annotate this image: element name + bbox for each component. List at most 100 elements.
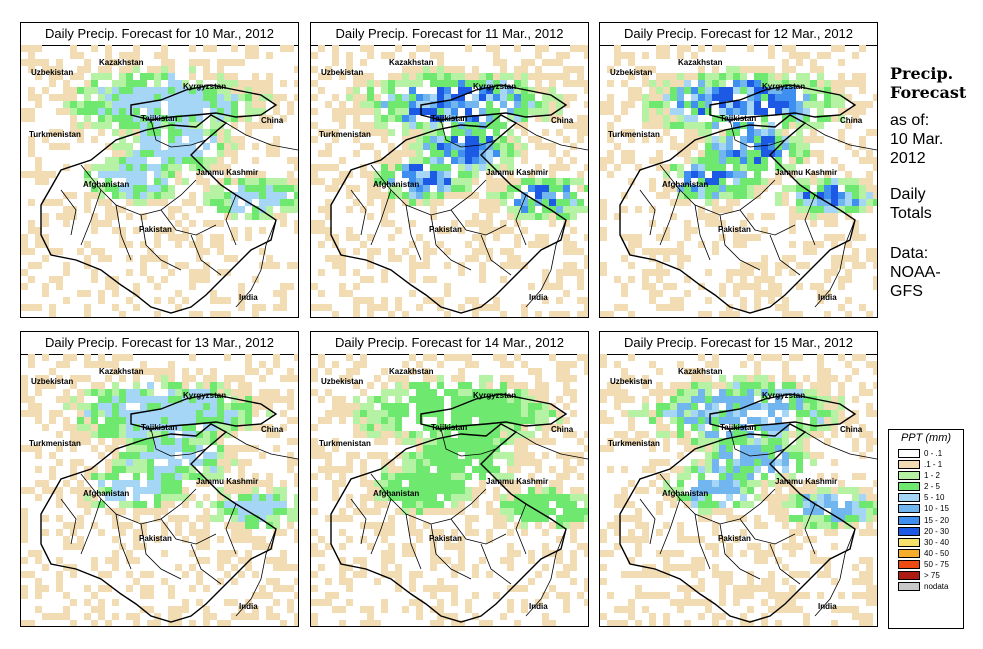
precip-cell (549, 80, 556, 87)
precip-cell (521, 311, 528, 317)
precip-cell (740, 620, 747, 626)
precip-cell (852, 592, 859, 599)
precip-cell (273, 199, 280, 206)
precip-cell (259, 480, 266, 487)
precip-cell (733, 480, 740, 487)
precip-cell (217, 248, 224, 255)
precip-cell (196, 459, 203, 466)
precip-cell (224, 255, 231, 262)
precip-cell (838, 87, 845, 94)
precip-cell (238, 466, 245, 473)
precip-cell (339, 480, 346, 487)
precip-cell (782, 403, 789, 410)
precip-cell (458, 459, 465, 466)
precip-cell (712, 522, 719, 529)
precip-cell (311, 227, 318, 234)
precip-cell (733, 73, 740, 80)
precip-cell (196, 480, 203, 487)
precip-cell (458, 480, 465, 487)
precip-cell (607, 157, 614, 164)
precip-cell (367, 620, 374, 626)
precip-cell (252, 185, 259, 192)
precip-cell (486, 438, 493, 445)
precip-cell (70, 52, 77, 59)
precip-cell (395, 473, 402, 480)
precip-cell (642, 431, 649, 438)
precip-cell (105, 445, 112, 452)
precip-cell (416, 536, 423, 543)
precip-cell (437, 473, 444, 480)
precip-cell (831, 262, 838, 269)
precip-cell (77, 431, 84, 438)
precip-cell (628, 438, 635, 445)
precip-cell (817, 213, 824, 220)
precip-cell (273, 304, 280, 311)
as-of-day: 10 Mar. (890, 131, 944, 148)
precip-cell (203, 410, 210, 417)
precip-cell (656, 382, 663, 389)
legend-swatch (898, 571, 920, 581)
precip-cell (105, 361, 112, 368)
precip-cell (154, 52, 161, 59)
precip-cell (479, 234, 486, 241)
precip-cell (231, 206, 238, 213)
precip-cell (140, 452, 147, 459)
precip-cell (852, 185, 859, 192)
precip-cell (189, 424, 196, 431)
precip-cell (656, 501, 663, 508)
precip-cell (528, 206, 535, 213)
precip-cell (430, 52, 437, 59)
precip-cell (63, 354, 70, 361)
precip-cell (677, 536, 684, 543)
precip-cell (824, 94, 831, 101)
precip-cell (266, 122, 273, 129)
precip-cell (726, 403, 733, 410)
precip-cell (535, 494, 542, 501)
precip-cell (287, 283, 294, 290)
precip-cell (231, 417, 238, 424)
precip-cell (549, 150, 556, 157)
precip-cell (817, 150, 824, 157)
precip-cell (796, 529, 803, 536)
precip-cell (698, 438, 705, 445)
precip-cell (161, 480, 168, 487)
precip-cell (437, 143, 444, 150)
precip-cell (500, 122, 507, 129)
precip-cell (402, 136, 409, 143)
precip-map: Kazakhstan Uzbekistan Kyrgyzstan Tajikistan… (311, 354, 588, 626)
precip-cell (416, 94, 423, 101)
precip-cell (542, 234, 549, 241)
precip-cell (367, 192, 374, 199)
precip-cell (649, 389, 656, 396)
precip-cell (231, 480, 238, 487)
precip-cell (782, 480, 789, 487)
precip-cell (154, 487, 161, 494)
precip-cell (353, 403, 360, 410)
precip-cell (465, 487, 472, 494)
precip-cell (726, 269, 733, 276)
precip-cell (663, 248, 670, 255)
precip-cell (486, 206, 493, 213)
precip-cell (245, 361, 252, 368)
precip-cell (656, 269, 663, 276)
precip-cell (168, 389, 175, 396)
precip-cell (353, 361, 360, 368)
precip-cell (500, 80, 507, 87)
precip-cell (339, 606, 346, 613)
precip-cell (656, 101, 663, 108)
precip-cell (416, 494, 423, 501)
precip-cell (91, 122, 98, 129)
precip-cell (119, 375, 126, 382)
precip-cell (154, 368, 161, 375)
precip-cell (245, 424, 252, 431)
precip-cell (507, 585, 514, 592)
precip-cell (852, 227, 859, 234)
precip-cell (747, 445, 754, 452)
precip-cell (77, 108, 84, 115)
precip-cell (28, 227, 35, 234)
precip-cell (381, 164, 388, 171)
precip-cell (126, 445, 133, 452)
precip-cell (35, 403, 42, 410)
precip-cell (437, 410, 444, 417)
precip-cell (217, 564, 224, 571)
